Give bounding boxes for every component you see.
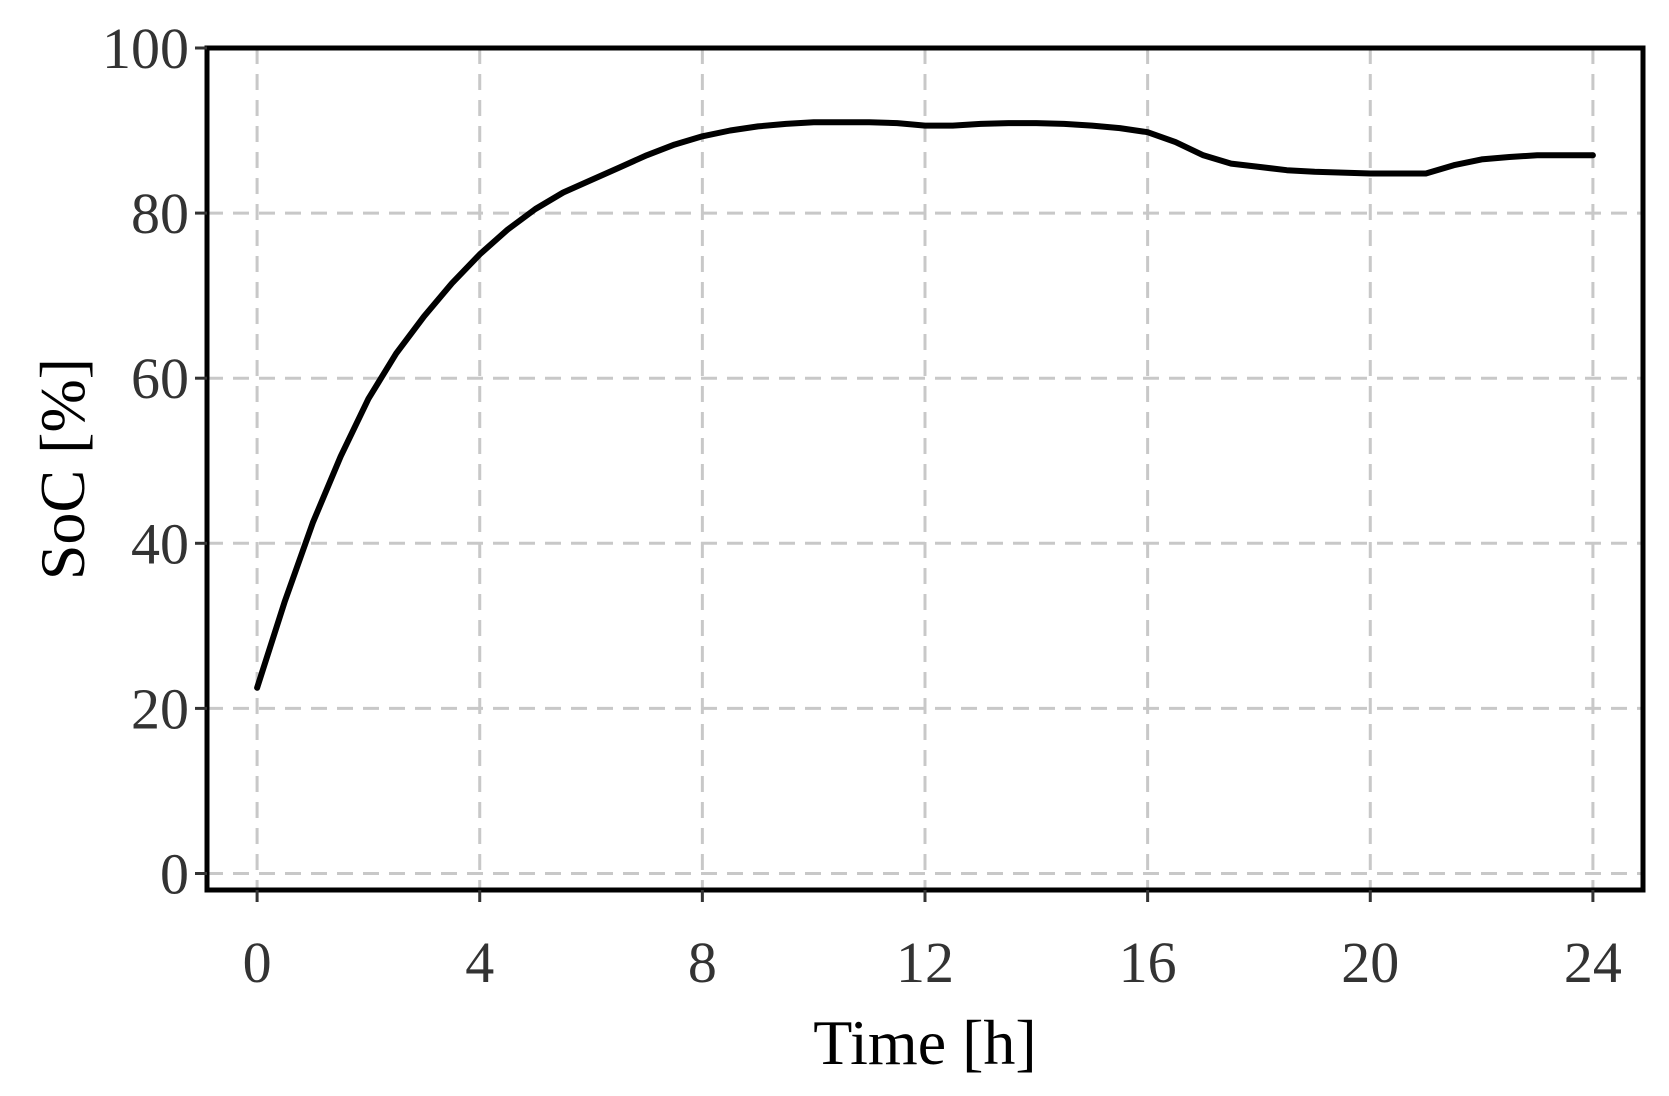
y-tick-label: 100 xyxy=(102,16,189,81)
series-layer xyxy=(254,119,1596,691)
x-tick-label: 12 xyxy=(896,930,954,995)
x-tick-label: 8 xyxy=(688,930,717,995)
x-tick-label: 24 xyxy=(1564,930,1622,995)
x-tick-label: 0 xyxy=(243,930,272,995)
x-tick-label: 20 xyxy=(1341,930,1399,995)
y-tick-label: 0 xyxy=(160,841,189,906)
axis-ticks: 0 4 8 12 16 20 24 0 20 40 60 80 100 xyxy=(102,16,1622,995)
y-tick-label: 40 xyxy=(131,511,189,576)
y-tick-label: 80 xyxy=(131,181,189,246)
y-axis-title: SoC [%] xyxy=(27,358,98,580)
x-tick-label: 4 xyxy=(465,930,494,995)
x-tick-label: 16 xyxy=(1119,930,1177,995)
x-axis-title: Time [h] xyxy=(813,1007,1036,1078)
y-tick-label: 60 xyxy=(131,346,189,411)
y-tick-label: 20 xyxy=(131,676,189,741)
soc-series-line xyxy=(254,119,1596,691)
